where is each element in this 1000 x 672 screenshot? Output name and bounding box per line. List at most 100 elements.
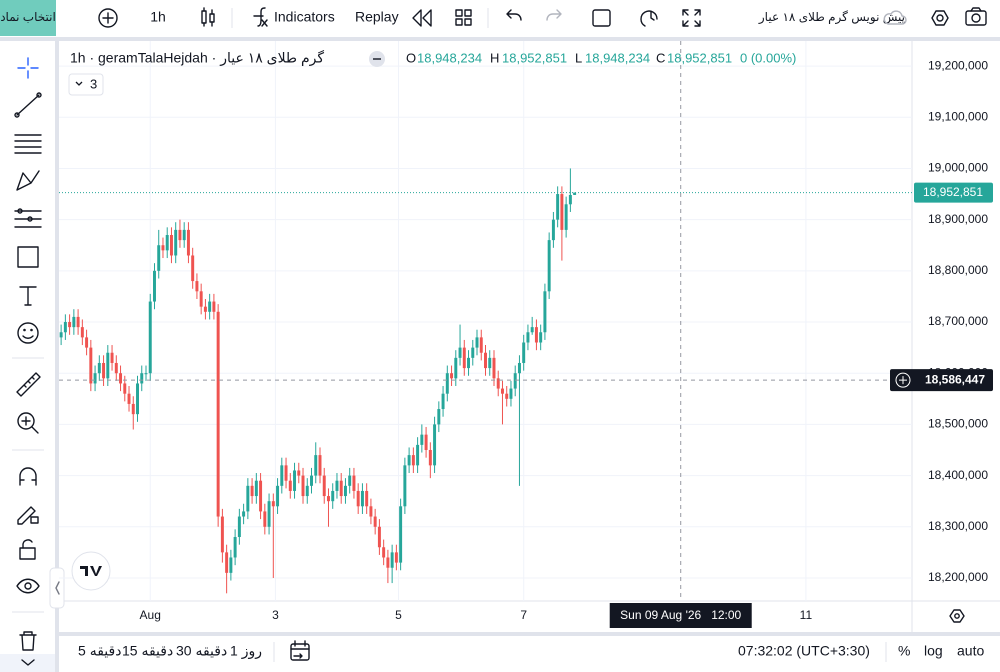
chart-style-icon[interactable] <box>201 7 215 27</box>
emoji-tool-icon[interactable] <box>17 322 39 344</box>
range-5m[interactable]: 5 دقیقه <box>78 643 121 659</box>
add-symbol-icon[interactable] <box>98 8 118 28</box>
hide-icon-part[interactable] <box>16 578 40 594</box>
undo-icon-part[interactable] <box>506 9 522 21</box>
undo-icon[interactable] <box>506 9 522 21</box>
interval-button[interactable]: 1h <box>150 9 166 25</box>
axis-settings-icon-part[interactable] <box>949 609 965 623</box>
pattern-tool-icon[interactable] <box>16 170 40 191</box>
goto-date-icon-part[interactable] <box>290 643 310 661</box>
percent-toggle[interactable]: % <box>898 643 910 659</box>
cross-tool-icon-part[interactable] <box>17 57 39 79</box>
emoji-tool-icon-part[interactable] <box>30 328 33 332</box>
shape-tool-icon[interactable] <box>17 246 39 268</box>
goto-date-icon-part[interactable] <box>290 640 310 659</box>
trendline-tool-icon[interactable] <box>14 92 42 118</box>
toolbar-collapse[interactable] <box>0 654 55 672</box>
tv-logo[interactable] <box>80 566 102 576</box>
indicators-count[interactable]: 3 <box>90 76 97 91</box>
add-symbol-icon-part[interactable] <box>102 12 114 24</box>
screenshot-icon[interactable] <box>965 7 987 26</box>
ruler-tool-icon[interactable] <box>16 372 41 397</box>
layouts-icon-part[interactable] <box>464 18 472 26</box>
range-1d[interactable]: 1 روز <box>230 643 262 660</box>
indicators-icon[interactable] <box>253 7 268 27</box>
axis-settings-icon[interactable] <box>949 609 965 623</box>
pattern-tool-icon-part[interactable] <box>16 170 40 191</box>
alert-icon[interactable] <box>640 10 658 27</box>
redo-icon-part[interactable] <box>546 9 562 21</box>
shape-tool-icon-part[interactable] <box>17 246 39 268</box>
layouts-icon-part[interactable] <box>455 9 463 17</box>
layouts-icon-part[interactable] <box>464 9 472 17</box>
clock[interactable]: 07:32:02 (UTC+3:30) <box>738 643 870 659</box>
draft-layout-name[interactable]: پیش نویس گرم طلای ۱۸ عیار <box>758 10 905 25</box>
indicators-button[interactable]: Indicators <box>274 9 335 25</box>
add-symbol-icon-part[interactable] <box>98 8 118 28</box>
screenshot-icon-part[interactable] <box>970 7 982 12</box>
cross-tool-icon[interactable] <box>17 57 39 79</box>
hide-toolbar-arrow[interactable] <box>55 581 60 595</box>
axis-settings-icon-part[interactable] <box>954 613 960 619</box>
lock-icon-part[interactable] <box>19 547 36 560</box>
fib-tool-icon-part[interactable] <box>14 134 42 154</box>
replay-button[interactable]: Replay <box>355 9 399 25</box>
settings-icon-part[interactable] <box>931 10 949 26</box>
fib-tool-icon[interactable] <box>14 134 42 154</box>
lock-icon[interactable] <box>19 539 36 560</box>
hide-toolbar-tab[interactable] <box>49 567 65 609</box>
expand-icon-part[interactable] <box>682 9 701 27</box>
hide-icon[interactable] <box>16 578 40 594</box>
trendline-tool-icon-part[interactable] <box>16 94 40 116</box>
collapse-arrow[interactable] <box>21 659 35 666</box>
hide-toolbar-arrow-part[interactable] <box>55 581 60 595</box>
magnet-icon[interactable] <box>19 467 37 486</box>
range-15m[interactable]: 15 دقیقه <box>122 643 173 659</box>
chart-style-icon-part[interactable] <box>203 7 213 27</box>
hide-icon-part[interactable] <box>24 582 32 590</box>
emoji-tool-icon-part[interactable] <box>17 322 39 344</box>
text-tool-icon[interactable] <box>19 286 37 306</box>
zoom-tool-icon-part[interactable] <box>21 416 39 434</box>
indicators-icon-part[interactable] <box>253 7 268 27</box>
zoom-tool-icon-part[interactable] <box>17 412 35 430</box>
replay-icon-part[interactable] <box>412 9 432 27</box>
screenshot-icon-part[interactable] <box>971 13 981 23</box>
fullscreen-square-icon[interactable] <box>592 9 611 27</box>
symbol-button-label[interactable]: انتخاب نماد <box>0 10 56 24</box>
cloud-icon[interactable] <box>883 10 907 25</box>
log-toggle[interactable]: log <box>924 643 943 659</box>
tv-logo-bg[interactable] <box>71 551 111 591</box>
projection-tool-icon-part[interactable] <box>17 208 23 214</box>
layouts-icon[interactable] <box>455 9 472 26</box>
trendline-tool-icon-part[interactable] <box>36 92 42 98</box>
screenshot-icon-part[interactable] <box>965 10 987 26</box>
text-tool-icon-part[interactable] <box>19 286 37 306</box>
projection-tool-icon-part[interactable] <box>27 216 33 222</box>
emoji-tool-icon-part[interactable] <box>23 328 26 332</box>
replay-icon[interactable] <box>412 9 432 27</box>
fullscreen-square-icon-part[interactable] <box>592 9 611 27</box>
goto-date-icon[interactable] <box>290 640 310 661</box>
stay-drawing-icon-part[interactable] <box>17 506 39 525</box>
symbol-button[interactable] <box>0 0 56 36</box>
stay-drawing-icon[interactable] <box>17 506 39 525</box>
trash-icon[interactable] <box>19 631 37 651</box>
range-30m[interactable]: 30 دقیقه <box>176 643 227 659</box>
ruler-tool-icon-part[interactable] <box>16 372 41 397</box>
auto-toggle[interactable]: auto <box>957 643 984 659</box>
layouts-icon-part[interactable] <box>455 18 463 26</box>
projection-tool-icon[interactable] <box>14 208 42 228</box>
settings-icon[interactable] <box>931 10 949 26</box>
trendline-tool-icon-part[interactable] <box>14 112 20 118</box>
zoom-tool-icon[interactable] <box>17 412 39 434</box>
collapse-arrow-part[interactable] <box>21 659 35 666</box>
indicators-toggle-arrow[interactable] <box>75 81 83 86</box>
lock-icon-part[interactable] <box>22 539 33 549</box>
cloud-icon-part[interactable] <box>883 10 907 25</box>
settings-icon-part[interactable] <box>936 14 944 22</box>
redo-icon[interactable] <box>546 9 562 21</box>
expand-icon[interactable] <box>682 9 701 27</box>
emoji-tool-icon-part[interactable] <box>22 335 34 339</box>
trash-icon-part[interactable] <box>19 631 37 651</box>
